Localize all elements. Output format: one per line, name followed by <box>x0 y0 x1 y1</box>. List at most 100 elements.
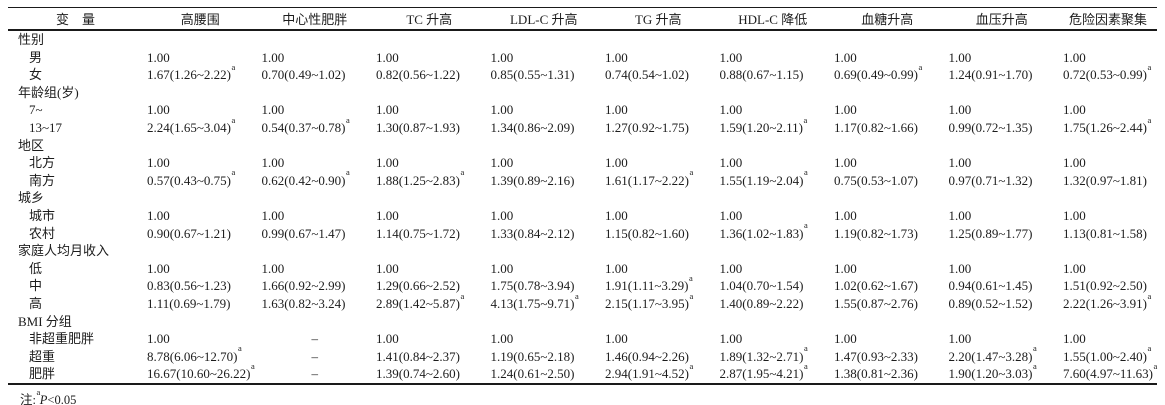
or-value-cell: 1.00 <box>1063 260 1086 276</box>
or-value-cell: 1.00 <box>719 155 743 171</box>
group-row-label: 年龄组(岁) <box>18 84 79 100</box>
significance-marker: a <box>231 61 236 72</box>
or-value-cell: 1.89(1.32~2.71)a <box>719 343 808 364</box>
row-label: 高 <box>29 295 43 311</box>
or-value-cell: 1.19(0.82~1.73) <box>834 225 918 241</box>
significance-marker: a <box>1147 114 1152 125</box>
or-value-cell: 1.00 <box>1063 49 1086 65</box>
or-value-cell: 2.89(1.42~5.87)a <box>376 290 465 311</box>
significance-marker: a <box>918 61 923 72</box>
group-row: BMI 分组 <box>8 313 1157 331</box>
or-value-cell: 1.00 <box>147 260 170 276</box>
or-value-cell: 1.00 <box>261 155 285 171</box>
significance-marker: a <box>1147 343 1152 354</box>
or-value-cell: 1.38(0.81~2.36) <box>834 366 918 382</box>
or-value-cell: 0.85(0.55~1.31) <box>490 67 575 83</box>
or-value-cell: 1.00 <box>719 49 743 65</box>
or-value-cell: 1.19(0.65~2.18) <box>490 348 575 364</box>
significance-marker: a <box>574 290 579 301</box>
table-row: 高 1.11(0.69~1.79) 1.63(0.82~3.24) 2.89(1.42… <box>8 290 1157 313</box>
significance-marker: a <box>1147 290 1152 301</box>
or-value-cell: 0.62(0.42~0.90)a <box>261 167 350 188</box>
row-label: 男 <box>29 49 43 65</box>
or-value-cell: 1.75(1.26~2.44)a <box>1063 114 1152 135</box>
or-value-cell: 2.22(1.26~3.91)a <box>1063 290 1152 311</box>
or-value-cell: 2.15(1.17~3.95)a <box>605 290 694 311</box>
significance-marker: a <box>460 290 465 301</box>
or-value-cell: 1.04(0.70~1.54) <box>719 278 804 294</box>
or-value-cell: 1.47(0.93~2.33) <box>834 348 918 364</box>
footnote-p: P <box>39 392 48 405</box>
row-label: 南方 <box>29 172 56 188</box>
group-row: 年龄组(岁) <box>8 84 1157 102</box>
or-value-cell: 1.00 <box>147 207 170 223</box>
group-row: 性别 <box>8 30 1157 49</box>
table-row: 农村 0.90(0.67~1.21) 0.99(0.67~1.47) 1.14(0.7… <box>8 221 1157 243</box>
or-value-cell: 1.00 <box>948 260 972 276</box>
group-row: 城乡 <box>8 189 1157 207</box>
or-value-cell: 0.74(0.54~1.02) <box>605 67 689 83</box>
significance-marker: a <box>1032 360 1037 371</box>
or-value-cell: 1.00 <box>1063 207 1086 223</box>
column-header: 高腰围 <box>180 12 220 27</box>
or-value-cell: 16.67(10.60~26.22)a <box>147 360 255 382</box>
or-value-cell: 1.61(1.17~2.22)a <box>605 167 694 188</box>
or-value-cell: 1.39(0.74~2.60) <box>376 366 460 382</box>
or-value-cell: 1.59(1.20~2.11)a <box>719 114 808 135</box>
or-value-cell: 1.00 <box>948 49 972 65</box>
or-value-cell: 1.00 <box>490 207 514 223</box>
or-value-cell: 1.00 <box>719 207 743 223</box>
or-value-cell: 1.00 <box>261 260 285 276</box>
table-row: 城市 1.00 1.00 1.00 1.00 1.00 1.00 1.00 1.00 1.00 <box>8 207 1157 225</box>
significance-marker: a <box>231 114 236 125</box>
or-value-cell: 1.00 <box>719 102 743 118</box>
or-value-cell: 0.72(0.53~0.99)a <box>1063 61 1152 83</box>
table-body: 性别男 1.00 1.00 1.00 1.00 1.00 1.00 1.00 1.00 1.00 女… <box>8 30 1157 384</box>
or-value-cell: 0.99(0.67~1.47) <box>261 225 346 241</box>
significance-marker: a <box>1032 343 1037 354</box>
significance-marker: a <box>460 167 465 178</box>
or-value-cell: 1.00 <box>834 155 857 171</box>
or-value-cell: 1.55(1.19~2.04)a <box>719 167 808 188</box>
or-value-cell: 1.34(0.86~2.09) <box>490 119 575 135</box>
row-label: 北方 <box>29 155 56 171</box>
or-value-cell: 1.55(0.87~2.76) <box>834 295 918 311</box>
or-value-cell: 1.00 <box>376 331 399 347</box>
table-row: 7~ 1.00 1.00 1.00 1.00 1.00 1.00 1.00 1.00 1.00 <box>8 101 1157 119</box>
footnote-prefix: 注: <box>20 392 36 405</box>
or-value-cell: 1.00 <box>147 155 170 171</box>
or-value-cell: 1.00 <box>376 49 399 65</box>
or-value-cell: 1.51(0.92~2.50) <box>1063 278 1147 294</box>
table-row: 南方 0.57(0.43~0.75)a 0.62(0.42~0.90)a 1.88(1… <box>8 167 1157 190</box>
or-value-cell: 1.67(1.26~2.22)a <box>147 61 236 83</box>
row-label: 7~ <box>29 102 43 118</box>
or-value-cell: 2.24(1.65~3.04)a <box>147 114 236 135</box>
table-row: 超重 8.78(6.06~12.70)a – 1.41(0.84~2.37) 1.19(… <box>8 343 1157 366</box>
or-value-cell: 8.78(6.06~12.70)a <box>147 343 242 364</box>
column-header: 中心性肥胖 <box>282 12 348 27</box>
or-value-cell: 1.00 <box>376 260 399 276</box>
column-header: 危险因素聚集 <box>1068 12 1147 27</box>
or-value-cell: 1.24(0.61~2.50) <box>490 366 575 382</box>
or-value-cell: 0.90(0.67~1.21) <box>147 225 231 241</box>
significance-marker: a <box>803 343 808 354</box>
or-value-cell: 1.00 <box>719 331 743 347</box>
row-label: 中 <box>29 278 43 294</box>
row-label: 非超重肥胖 <box>29 331 95 347</box>
or-value-cell: 1.55(1.00~2.40)a <box>1063 343 1152 364</box>
or-value-cell: 1.00 <box>261 49 285 65</box>
or-value-cell: 1.46(0.94~2.26) <box>605 348 689 364</box>
or-value-cell: 1.66(0.92~2.99) <box>261 278 346 294</box>
or-value-cell: 1.00 <box>605 155 628 171</box>
or-value-cell: 0.88(0.67~1.15) <box>719 67 804 83</box>
row-label: 13~17 <box>29 119 63 135</box>
significance-marker: a <box>688 272 693 283</box>
or-value-cell: 1.00 <box>376 102 399 118</box>
or-value-cell: 1.00 <box>719 260 743 276</box>
or-value-cell: 1.33(0.84~2.12) <box>490 225 575 241</box>
or-value-cell: 1.00 <box>490 49 514 65</box>
or-value-cell: 4.13(1.75~9.71)a <box>490 290 579 311</box>
or-value-cell: 1.88(1.25~2.83)a <box>376 167 465 188</box>
or-value-cell: – <box>311 348 319 364</box>
or-value-cell: 0.83(0.56~1.23) <box>147 278 231 294</box>
